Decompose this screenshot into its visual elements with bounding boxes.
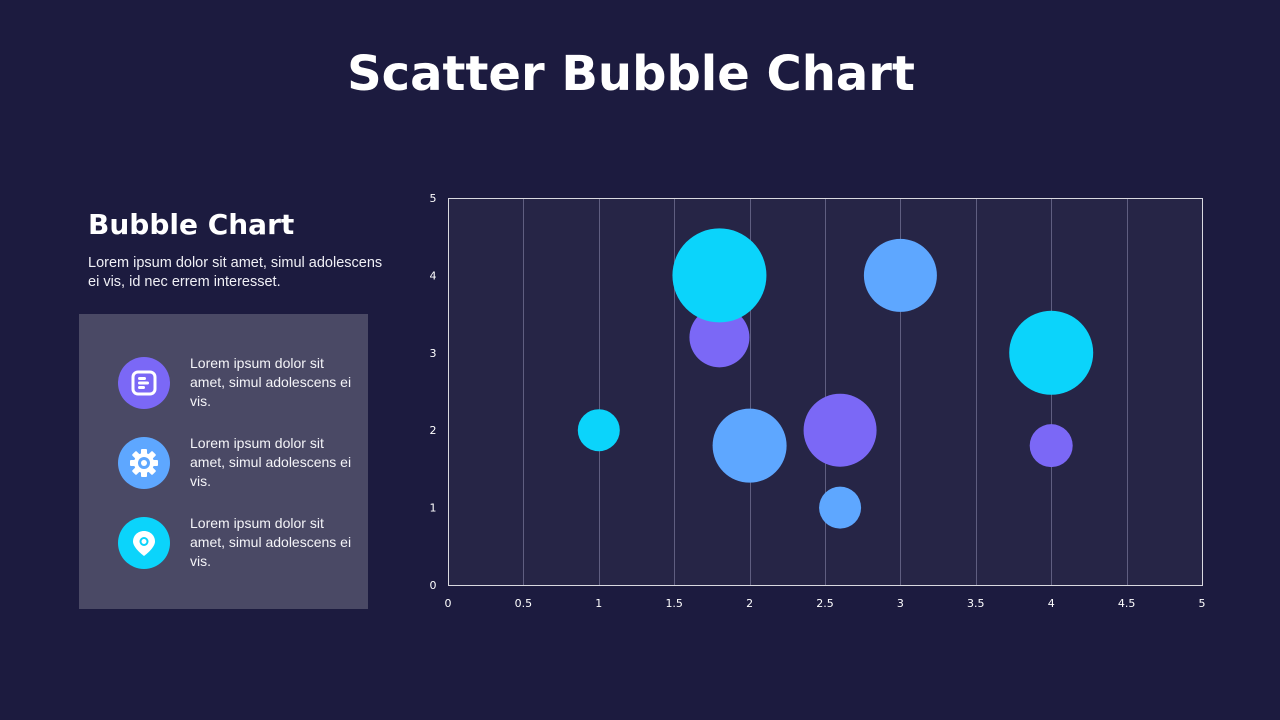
x-tick-label: 3 (897, 597, 904, 610)
bubble (672, 228, 767, 323)
x-axis-ticks: 0 0.5 1 1.5 2 2.5 3 3.5 4 4.5 5 (445, 597, 1206, 610)
x-tick-label: 4 (1048, 597, 1055, 610)
bubble (803, 393, 877, 467)
y-tick-label: 2 (430, 424, 437, 437)
x-tick-label: 2.5 (816, 597, 834, 610)
bubble (819, 486, 862, 529)
bubble (577, 409, 620, 452)
bubbles (577, 228, 1094, 529)
info-panel: Lorem ipsum dolor sit amet, simul adoles… (79, 314, 368, 609)
bubble (1009, 310, 1094, 395)
bubble (689, 307, 750, 368)
info-item-text: Lorem ipsum dolor sit amet, simul adoles… (190, 355, 352, 409)
gear-icon (118, 437, 170, 489)
document-icon (118, 357, 170, 409)
section-title: Bubble Chart (88, 208, 295, 241)
x-tick-label: 4.5 (1118, 597, 1136, 610)
page-title: Scatter Bubble Chart (347, 46, 915, 102)
bubble (863, 238, 937, 312)
section-description: Lorem ipsum dolor sit amet, simul adoles… (88, 255, 383, 290)
x-tick-label: 0 (445, 597, 452, 610)
x-tick-label: 3.5 (967, 597, 985, 610)
y-tick-label: 1 (430, 502, 437, 515)
y-tick-label: 5 (430, 192, 437, 205)
x-tick-label: 1 (595, 597, 602, 610)
x-tick-label: 5 (1199, 597, 1206, 610)
info-item: Lorem ipsum dolor sit amet, simul adoles… (118, 514, 358, 574)
bubble (712, 408, 787, 483)
location-pin-icon (118, 517, 170, 569)
bubble (1029, 424, 1073, 468)
plot-border (448, 198, 1203, 586)
x-tick-label: 0.5 (515, 597, 533, 610)
y-tick-label: 4 (430, 269, 437, 282)
info-item: Lorem ipsum dolor sit amet, simul adoles… (118, 354, 358, 414)
y-tick-label: 0 (430, 579, 437, 592)
info-item: Lorem ipsum dolor sit amet, simul adoles… (118, 434, 358, 494)
info-item-text: Lorem ipsum dolor sit amet, simul adoles… (190, 435, 352, 489)
x-tick-label: 1.5 (665, 597, 683, 610)
x-tick-label: 2 (746, 597, 753, 610)
y-axis-ticks: 0 1 2 3 4 5 (430, 192, 437, 592)
y-tick-label: 3 (430, 347, 437, 360)
info-item-text: Lorem ipsum dolor sit amet, simul adoles… (190, 515, 352, 569)
